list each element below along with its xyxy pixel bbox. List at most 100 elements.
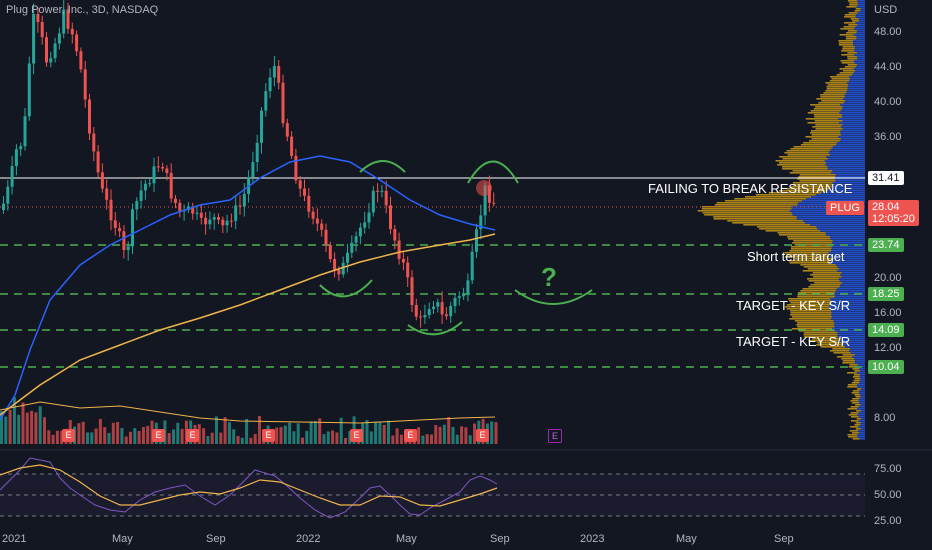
future-earnings-marker[interactable]: E [548,429,562,443]
candle-body [57,33,61,44]
profile-bar-yellow [797,326,835,328]
earnings-marker[interactable]: E [186,429,199,442]
profile-bar-blue [854,362,865,364]
profile-bar-yellow [847,52,858,54]
profile-bar-blue [839,112,865,114]
profile-bar-yellow [802,270,837,272]
earnings-marker[interactable]: E [152,429,165,442]
profile-bar-blue [842,120,865,122]
resistance-annotation[interactable]: FAILING TO BREAK RESISTANCE [648,181,853,196]
profile-bar-blue [852,356,865,358]
profile-bar-yellow [786,254,830,256]
profile-bar-yellow [800,264,836,266]
profile-bar-yellow [782,166,828,168]
candle-body [427,309,431,316]
profile-bar-blue [833,244,865,246]
earnings-marker[interactable]: E [62,429,75,442]
time-label: Sep [490,533,510,545]
profile-bar-yellow [701,208,792,210]
profile-bar-blue [860,10,865,12]
candle-body [217,217,220,220]
candle-body [10,166,14,187]
profile-bar-blue [855,22,865,24]
profile-bar-yellow [811,134,841,136]
profile-bar-blue [826,234,865,236]
volume-bar [434,425,438,444]
volume-bar [318,418,322,444]
profile-bar-blue [859,376,865,378]
profile-bar-yellow [789,318,831,320]
profile-bar-blue [857,386,865,388]
profile-bar-yellow [841,50,855,52]
profile-bar-blue [831,312,865,314]
profile-bar-blue [830,298,865,300]
profile-bar-blue [839,286,865,288]
profile-bar-yellow [832,348,851,350]
profile-bar-yellow [816,98,844,100]
profile-bar-blue [840,132,865,134]
candle-body [195,212,199,214]
profile-bar-blue [824,160,865,162]
profile-bar-blue [858,400,865,402]
candle-body [264,91,268,111]
key-sr-annotation-1[interactable]: TARGET - KEY S/R [736,298,851,313]
volume-bar [490,421,494,444]
candle-body [444,314,448,317]
candle-body [27,63,31,117]
volume-bar [313,421,317,444]
candle-body [453,297,457,306]
time-label: 2022 [296,533,321,545]
candle-body [32,13,36,64]
candle-body [161,167,165,169]
ma-fast-line [0,155,496,421]
profile-bar-yellow [848,436,858,438]
earnings-marker[interactable]: E [350,429,363,442]
candle-body [328,245,332,260]
profile-bar-blue [830,318,865,320]
candle-body [260,110,263,143]
profile-bar-blue [861,388,865,390]
earnings-marker[interactable]: E [262,429,275,442]
profile-bar-blue [860,410,865,412]
profile-bar-blue [858,430,865,432]
question-mark-annotation[interactable]: ? [541,262,557,292]
candle-body [432,306,435,310]
volume-bar [111,422,115,444]
time-label: Sep [774,533,794,545]
profile-bar-blue [835,330,865,332]
profile-bar-yellow [713,216,797,218]
profile-bar-blue [857,414,865,416]
profile-bar-blue [832,182,865,184]
profile-bar-yellow [843,70,856,72]
volume-bar [8,409,12,444]
profile-bar-blue [835,290,865,292]
profile-bar-blue [827,158,865,160]
volume-bar [421,435,425,444]
short-term-annotation[interactable]: Short term target [747,249,845,264]
volume-bar [21,402,25,444]
profile-bar-blue [856,38,865,40]
profile-bar-yellow [792,242,833,244]
key-sr-annotation-2[interactable]: TARGET - KEY S/R [736,334,851,349]
profile-bar-blue [829,236,865,238]
profile-bar-blue [834,326,865,328]
profile-bar-yellow [838,40,854,42]
profile-bar-blue [853,44,865,46]
candle-body [277,66,281,83]
profile-bar-blue [860,428,865,430]
volume-bar [124,436,128,444]
profile-bar-blue [860,370,865,372]
symbol-title: Plug Power, Inc., 3D, NASDAQ [6,4,159,16]
volume-bar [494,422,498,444]
profile-bar-blue [854,354,865,356]
profile-bar-yellow [724,200,802,202]
volume-bar [47,430,51,444]
profile-bar-blue [853,68,865,70]
profile-bar-blue [846,92,865,94]
earnings-marker[interactable]: E [404,429,417,442]
volume-profile [697,0,865,440]
profile-bar-blue [832,316,865,318]
profile-bar-blue [860,396,865,398]
earnings-marker[interactable]: E [476,429,489,442]
